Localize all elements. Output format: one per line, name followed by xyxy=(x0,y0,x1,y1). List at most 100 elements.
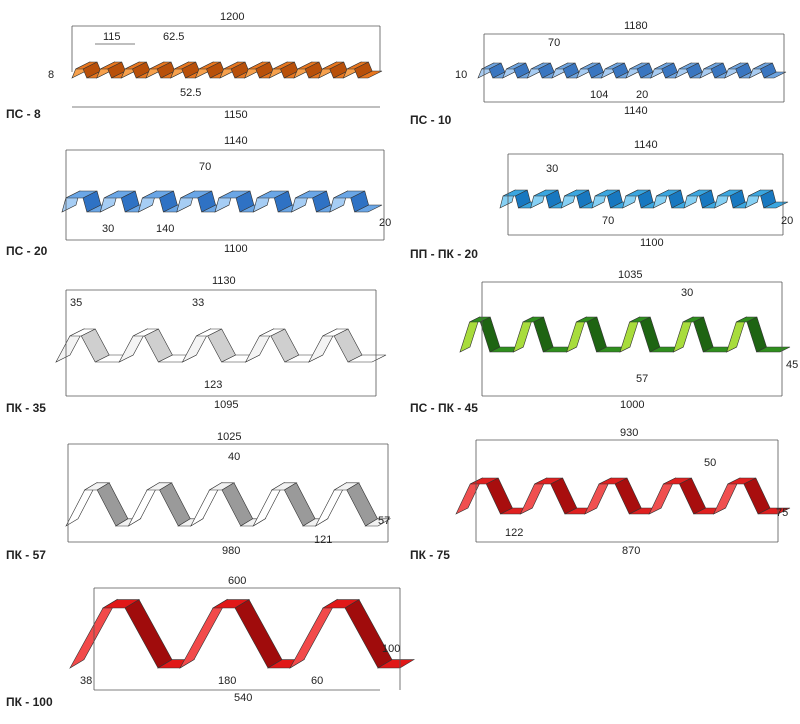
dim-inner-pk57-a: 40 xyxy=(228,451,240,463)
dim-side-pspk45: 45 xyxy=(786,359,798,371)
dim-top-pk75: 930 xyxy=(620,427,638,439)
sheet-facet xyxy=(743,477,771,515)
dim-inner-ps8-b: 62.5 xyxy=(163,31,184,43)
profile-pk35: 1130 1095 35 33 123 ПК - 35 xyxy=(6,275,387,415)
sheet-facet xyxy=(514,189,531,209)
sheet-facet xyxy=(513,62,530,79)
dim-inner-pk35-a: 35 xyxy=(70,297,82,309)
sheet-facet xyxy=(364,518,392,527)
label-pspk45: ПС - ПК - 45 xyxy=(410,401,478,415)
sheet-facet xyxy=(284,482,316,527)
dim-side-ps10: 10 xyxy=(455,69,467,81)
label-ps20: ПС - 20 xyxy=(6,244,48,258)
sheet-facet xyxy=(587,62,604,79)
dim-top-ps10: 1180 xyxy=(624,20,648,32)
sheet-facet xyxy=(197,190,216,213)
dim-inner-pk100-b: 60 xyxy=(311,675,323,687)
sheet-facet xyxy=(661,62,678,79)
dim-inner-ps20-a: 70 xyxy=(199,161,211,173)
dim-inner-pk75-b: 122 xyxy=(505,527,523,539)
dim-side-pk75: 75 xyxy=(776,507,788,519)
sheet-facet xyxy=(760,189,777,209)
dim-inner-ps20-c: 140 xyxy=(156,223,174,235)
dim-inner-pppk20-a: 30 xyxy=(546,163,558,175)
label-pk75: ПК - 75 xyxy=(410,548,450,562)
sheet-facet xyxy=(612,62,629,79)
dim-inner-pk35-b: 33 xyxy=(192,297,204,309)
sheet-facet xyxy=(350,190,369,213)
sheet-ps20 xyxy=(61,190,383,213)
dim-side-pk57: 57 xyxy=(378,515,390,527)
dim-inner-pk35-c: 123 xyxy=(204,379,222,391)
sheet-pk57 xyxy=(65,481,392,527)
sheet-facet xyxy=(586,316,607,353)
sheet-facet xyxy=(159,482,191,527)
sheet-facet xyxy=(207,328,236,363)
dim-bottom-pk75: 870 xyxy=(622,545,640,557)
dim-bottom-ps10: 1140 xyxy=(624,105,648,117)
sheet-facet xyxy=(679,477,707,515)
sheet-facet xyxy=(96,482,129,527)
dim-side-pppk20: 20 xyxy=(781,215,793,227)
sheet-facet xyxy=(693,316,714,353)
sheet-facet xyxy=(69,598,118,669)
label-pk57: ПК - 57 xyxy=(6,548,46,562)
profile-pppk20: 1140 1100 30 70 20 ПП - ПК - 20 xyxy=(410,139,793,261)
dim-inner-pk75-a: 50 xyxy=(704,457,716,469)
sheet-facet xyxy=(710,62,728,79)
profile-ps8: 1200 1150 115 62.5 52.5 8 ПС - 8 xyxy=(6,11,383,121)
label-pppk20: ПП - ПК - 20 xyxy=(410,247,478,261)
sheet-facet xyxy=(235,190,255,213)
sheet-facet xyxy=(698,189,715,209)
sheet-pk100 xyxy=(69,598,416,669)
sheet-facet xyxy=(159,190,178,213)
dim-top-pk35: 1130 xyxy=(212,275,236,287)
profile-pspk45: 1035 1000 30 57 45 ПС - ПК - 45 xyxy=(410,269,798,415)
sheet-facet xyxy=(179,598,228,669)
sheet-facet xyxy=(333,328,363,363)
sheet-facet xyxy=(668,189,685,209)
label-pk100: ПК - 100 xyxy=(6,695,53,709)
sheet-facet xyxy=(538,62,555,79)
sheet-facet xyxy=(639,316,661,353)
sheet-facet xyxy=(344,599,393,669)
sheet-facet xyxy=(479,316,501,353)
sheet-facet xyxy=(550,477,578,515)
sheet-pspk45 xyxy=(459,316,791,353)
dim-bottom-ps20: 1100 xyxy=(224,243,248,255)
dim-bottom-pk100: 540 xyxy=(234,692,252,704)
dim-bottom-ps8: 1150 xyxy=(224,109,248,121)
dim-side-ps20: 20 xyxy=(379,217,391,229)
label-pk35: ПК - 35 xyxy=(6,401,46,415)
dim-bottom-pppk20: 1100 xyxy=(640,237,664,249)
dim-inner-ps10-a: 70 xyxy=(548,37,560,49)
dim-top-pk57: 1025 xyxy=(217,431,241,443)
sheet-facet xyxy=(746,316,767,353)
sheet-facet xyxy=(760,62,777,79)
dim-top-ps8: 1200 xyxy=(220,11,244,23)
sheet-facet xyxy=(636,62,654,79)
profile-ps20: 1140 1100 70 30 140 20 ПС - 20 xyxy=(6,135,391,258)
sheet-facet xyxy=(614,477,642,515)
dim-top-pk100: 600 xyxy=(228,575,246,587)
sheet-pk75 xyxy=(455,477,791,515)
sheet-ps8 xyxy=(71,61,383,79)
dim-side-ps8: 8 xyxy=(48,69,54,81)
sheet-facet xyxy=(82,190,102,213)
sheet-ps10 xyxy=(477,62,787,79)
sheet-facet xyxy=(312,190,331,213)
dim-inner-pk100-a: 180 xyxy=(218,675,236,687)
dim-inner-ps8-a: 115 xyxy=(103,31,121,43)
sheet-facet xyxy=(80,328,110,363)
sheet-facet xyxy=(273,190,293,213)
dim-inner-ps10-c: 20 xyxy=(636,89,648,101)
profile-pk57: 1025 980 40 121 57 ПК - 57 xyxy=(6,431,392,562)
dim-top-pspk45: 1035 xyxy=(618,269,642,281)
sheet-facet xyxy=(533,316,554,353)
profile-pk100: 600 540 180 60 38 100 ПК - 100 xyxy=(6,575,416,709)
dim-bottom-pk35: 1095 xyxy=(214,399,238,411)
sheet-facet xyxy=(485,477,513,515)
sheet-facet xyxy=(144,328,173,363)
sheet-facet xyxy=(354,61,373,79)
